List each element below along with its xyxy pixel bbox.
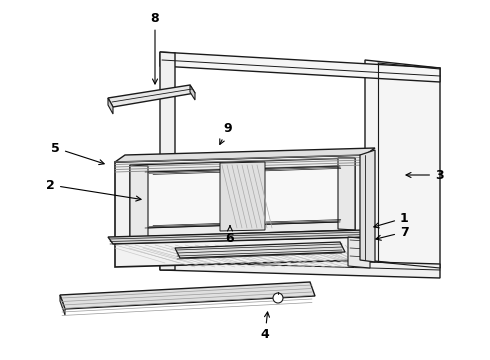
Circle shape [273,293,283,303]
Polygon shape [160,52,440,82]
Polygon shape [338,158,355,230]
Polygon shape [130,165,148,237]
Polygon shape [360,150,375,262]
Polygon shape [220,162,265,231]
Polygon shape [115,155,365,267]
Polygon shape [145,166,340,228]
Text: 1: 1 [374,212,409,228]
Text: 9: 9 [220,122,232,144]
Text: 8: 8 [151,12,159,84]
Text: 2: 2 [46,179,141,201]
Polygon shape [130,158,355,237]
Polygon shape [160,256,440,278]
Polygon shape [175,242,345,258]
Text: 7: 7 [376,225,409,240]
Polygon shape [348,237,370,268]
Polygon shape [115,148,375,162]
Text: 4: 4 [261,312,270,342]
Text: 5: 5 [51,141,104,165]
Polygon shape [160,52,175,270]
Polygon shape [108,230,370,244]
Text: 3: 3 [406,168,443,181]
Text: 6: 6 [226,226,234,244]
Polygon shape [108,98,113,114]
Polygon shape [190,85,195,100]
Polygon shape [365,60,440,268]
Polygon shape [60,282,315,309]
Polygon shape [108,85,195,107]
Polygon shape [60,295,65,315]
